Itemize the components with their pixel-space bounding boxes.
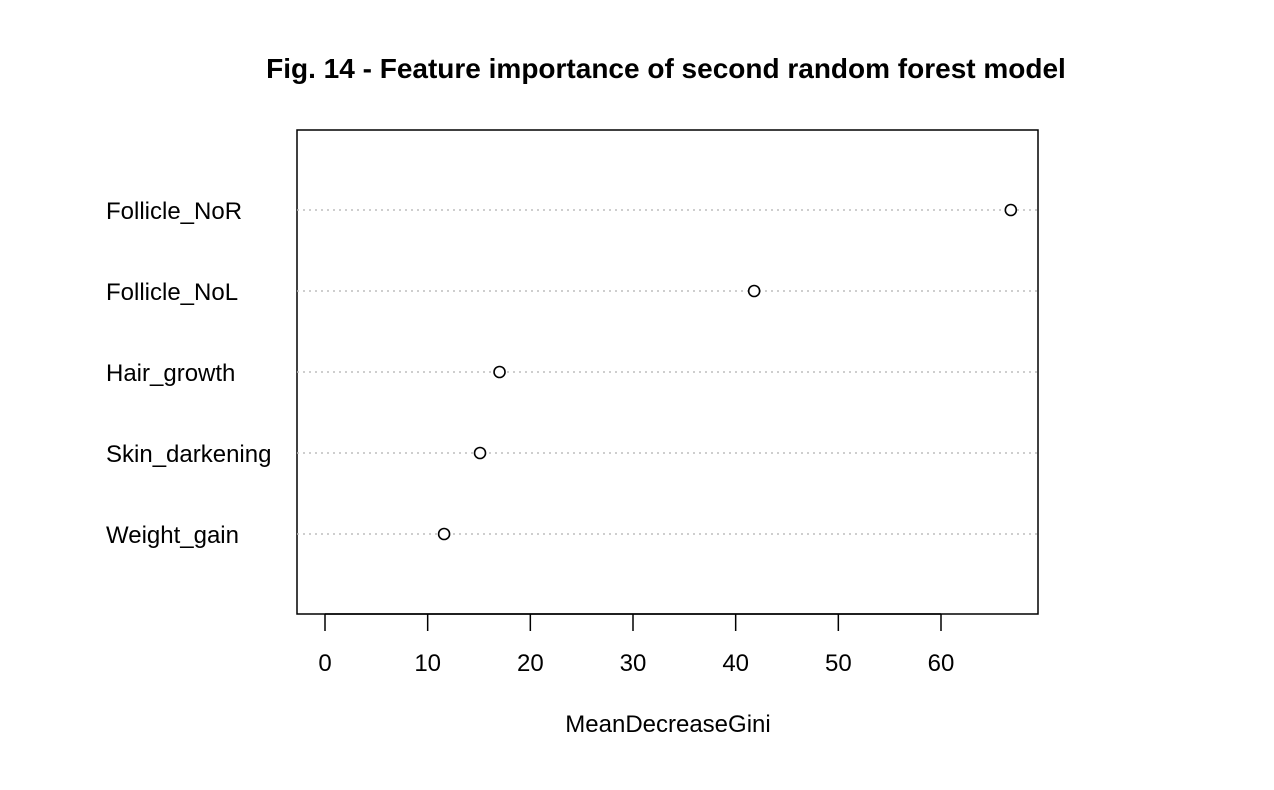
data-point-follicle-nor [1004,203,1018,217]
x-tick-label-30: 30 [620,650,647,677]
x-tick-label-50: 50 [825,650,852,677]
category-label-hair-growth: Hair_growth [106,360,235,387]
category-label-follicle-nol: Follicle_NoL [106,279,238,306]
category-label-skin-darkening: Skin_darkening [106,441,271,468]
data-point-weight-gain [437,527,451,541]
guide-lines [297,209,1038,535]
category-labels: Follicle_NoR Follicle_NoL Hair_growth Skin_… [106,198,271,549]
category-label-follicle-nor: Follicle_NoR [106,198,242,225]
x-tick-label-40: 40 [722,650,749,677]
plot-frame [296,129,1039,615]
x-tick-label-10: 10 [414,650,441,677]
data-point-follicle-nol [747,284,761,298]
x-tick-label-20: 20 [517,650,544,677]
x-axis-label: MeanDecreaseGini [565,711,770,738]
data-point-hair-growth [493,365,506,379]
chart-title: Fig. 14 - Feature importance of second r… [266,53,1066,84]
category-label-weight-gain: Weight_gain [106,522,239,549]
data-points [437,203,1018,541]
x-axis: 0 10 20 30 40 50 60 [318,613,955,677]
x-tick-label-0: 0 [318,650,331,677]
x-tick-label-60: 60 [928,650,955,677]
data-point-skin-darkening [473,446,487,460]
